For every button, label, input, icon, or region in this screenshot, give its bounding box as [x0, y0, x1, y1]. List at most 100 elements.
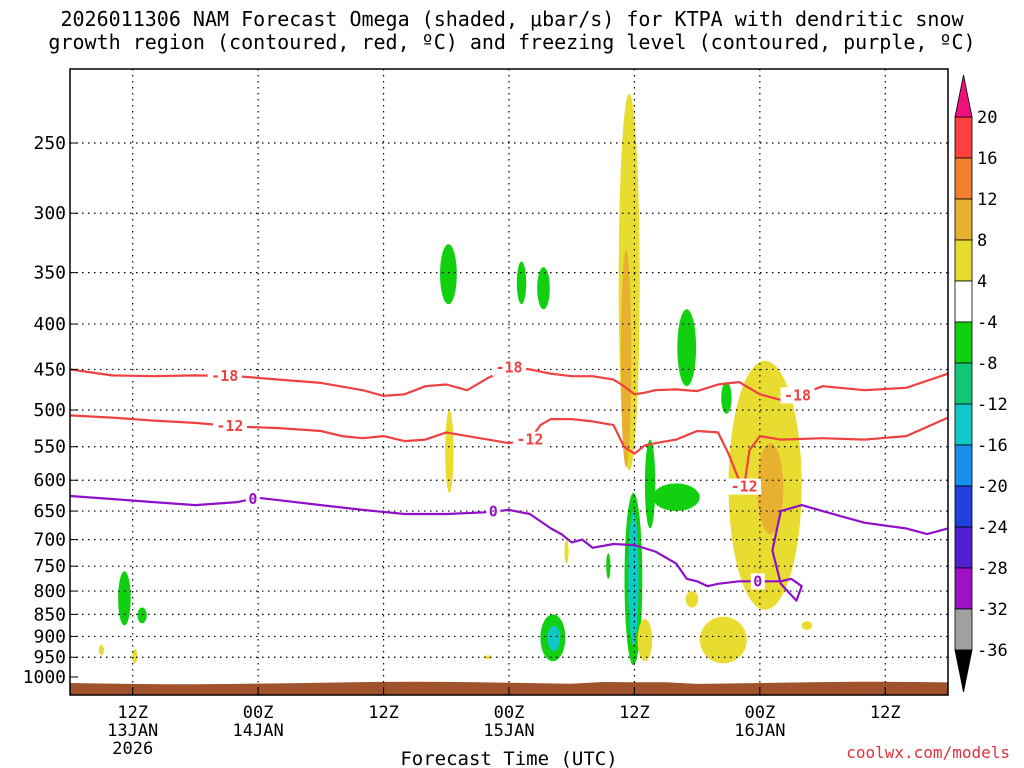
omega-blob-0	[118, 571, 131, 626]
x-tick-date-0: 13JAN	[107, 721, 158, 741]
colorbar-bin-10	[954, 526, 973, 569]
colorbar-label-10: -24	[977, 518, 1008, 538]
omega-blob-20	[677, 309, 697, 387]
omega-blob-14	[620, 250, 632, 468]
contour-label-bg-0-2	[780, 387, 815, 404]
contour-label-bg-0-1	[492, 359, 526, 376]
omega-blob-5	[445, 410, 454, 493]
colorbar-bin-3	[954, 239, 973, 282]
contour-label-2-2: 0	[753, 572, 762, 590]
colorbar-label-13: -36	[977, 641, 1008, 661]
x-tick-label-5: 00Z	[744, 703, 775, 723]
contour-line-0	[69, 366, 949, 401]
colorbar-bin-8	[954, 444, 973, 487]
y-tick-label-700: 700	[33, 530, 66, 551]
colorbar-label-5: -4	[977, 313, 997, 333]
contour-label-bg-2-0	[245, 490, 260, 507]
contour-label-0-2: -18	[784, 386, 811, 404]
contour-label-bg-1-0	[212, 417, 247, 434]
y-tick-label-800: 800	[33, 581, 66, 602]
contour-line-2	[69, 494, 949, 602]
contour-label-2-0: 0	[248, 490, 257, 508]
colorbar-bin-2	[954, 198, 973, 241]
contour-label-bg-1-2	[727, 478, 762, 495]
contour-label-bg-2-2	[750, 573, 765, 590]
y-tick-label-350: 350	[33, 263, 66, 284]
colorbar-bin-9	[954, 485, 973, 528]
omega-blob-3	[132, 649, 138, 664]
y-tick-label-1000: 1000	[23, 667, 66, 688]
omega-shading-layer	[98, 93, 813, 666]
y-tick-label-300: 300	[33, 203, 66, 224]
contour-label-bg-0-0	[207, 367, 242, 384]
y-tick-label-500: 500	[33, 400, 66, 421]
chart-title: 2026011306 NAM Forecast Omega (shaded, μ…	[0, 8, 1024, 54]
omega-blob-21	[685, 591, 699, 608]
x-axis-label: Forecast Time (UTC)	[400, 748, 617, 768]
colorbar-label-6: -8	[977, 354, 997, 374]
omega-blob-26	[801, 621, 813, 630]
y-tick-label-750: 750	[33, 556, 66, 577]
contour-label-2-1: 0	[489, 503, 498, 521]
contour-label-1-2: -12	[731, 478, 758, 496]
colorbar-label-3: 8	[977, 231, 987, 251]
omega-blob-8	[537, 267, 550, 310]
colorbar-label-8: -16	[977, 436, 1008, 456]
y-tick-label-900: 900	[33, 626, 66, 647]
omega-blob-22	[721, 382, 732, 414]
x-tick-label-2: 12Z	[368, 703, 399, 723]
colorbar-label-4: 4	[977, 272, 987, 292]
colorbar-bottom-arrow	[954, 649, 973, 693]
omega-blob-18	[637, 618, 653, 662]
y-tick-label-250: 250	[33, 133, 66, 154]
contour-label-0-1: -18	[495, 359, 522, 377]
y-tick-label-400: 400	[33, 314, 66, 335]
colorbar-bin-5	[954, 321, 973, 364]
y-tick-label-950: 950	[33, 647, 66, 668]
colorbar-label-7: -12	[977, 395, 1008, 415]
colorbar: 20 16 12 8 4 -4 -8 -12 -16 -20 -24 -28 -32 -36	[954, 74, 1008, 693]
colorbar-bin-4	[954, 280, 973, 323]
colorbar-label-9: -20	[977, 477, 1008, 497]
omega-blob-7	[516, 261, 527, 305]
omega-blob-25	[757, 443, 784, 534]
colorbar-bin-12	[954, 608, 973, 651]
grid-layer	[70, 69, 948, 695]
y-tick-label-550: 550	[33, 437, 66, 458]
colorbar-label-12: -32	[977, 600, 1008, 620]
colorbar-bin-6	[954, 362, 973, 405]
contour-layer: -18 -18 -18 -12 -12 -12 0 0 0	[69, 359, 949, 602]
x-tick-year-0: 2026	[112, 739, 153, 759]
colorbar-top-arrow	[954, 74, 973, 118]
y-tick-label-450: 450	[33, 359, 66, 380]
y-tick-label-600: 600	[33, 470, 66, 491]
x-tick-label-0: 12Z	[117, 703, 148, 723]
colorbar-bin-1	[954, 157, 973, 200]
x-tick-date-3: 15JAN	[483, 721, 534, 741]
y-tick-label-850: 850	[33, 604, 66, 625]
omega-blob-1	[137, 607, 147, 624]
contour-label-1-0: -12	[216, 417, 243, 435]
x-tick-label-4: 12Z	[619, 703, 650, 723]
omega-blob-10	[547, 625, 561, 652]
plot-frame	[69, 68, 949, 696]
contour-label-bg-2-1	[486, 503, 501, 520]
omega-blob-12	[606, 553, 611, 579]
colorbar-label-1: 16	[977, 149, 997, 169]
contour-label-bg-1-1	[512, 431, 547, 448]
contour-line-1	[69, 414, 949, 488]
omega-blob-2	[98, 644, 104, 656]
x-tick-date-1: 14JAN	[233, 721, 284, 741]
omega-blob-19	[652, 483, 700, 512]
omega-blob-23	[699, 616, 747, 664]
colorbar-label-2: 12	[977, 190, 997, 210]
x-tick-label-6: 12Z	[870, 703, 901, 723]
omega-blob-16	[628, 511, 639, 645]
colorbar-bin-7	[954, 403, 973, 446]
contour-label-0-0: -18	[211, 367, 238, 385]
chart-title-line-2: growth region (contoured, red, ºC) and f…	[48, 30, 976, 54]
credit-text: coolwx.com/models	[846, 743, 1010, 762]
x-tick-date-5: 16JAN	[734, 721, 785, 741]
colorbar-label-11: -28	[977, 559, 1008, 579]
